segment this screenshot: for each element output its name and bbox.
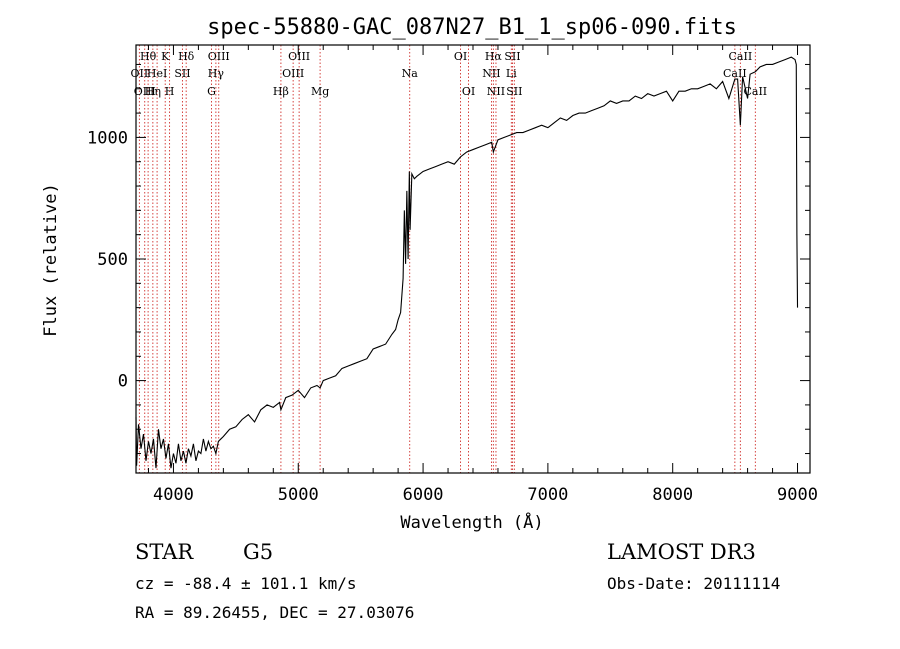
line-marker-label-6: H bbox=[165, 85, 175, 98]
flux-series-line bbox=[135, 56, 799, 469]
line-marker-label-27: CaII bbox=[743, 85, 767, 98]
x-tick-label: 4000 bbox=[153, 485, 194, 505]
line-marker-label-18: OI bbox=[462, 85, 475, 98]
axis-ticks bbox=[136, 45, 810, 473]
line-marker-label-14: OIII bbox=[288, 50, 310, 63]
line-marker-label-19: NII bbox=[482, 67, 500, 80]
x-tick-label: 5000 bbox=[278, 485, 319, 505]
line-marker-label-4: HeI bbox=[147, 67, 167, 80]
line-marker-label-21: NII bbox=[487, 85, 505, 98]
line-marker-label-25: CaII bbox=[723, 67, 747, 80]
line-marker-labels: OII OIII Hθ Hη HeI K H SII Hδ G Hγ OIII Hβ OIII OIII Mg… bbox=[131, 50, 768, 98]
line-marker-label-24: SII bbox=[506, 85, 522, 98]
line-marker-label-23: SII bbox=[504, 50, 520, 63]
x-tick-label: 6000 bbox=[403, 485, 444, 505]
line-marker-label-1: OIII bbox=[134, 85, 156, 98]
line-marker-label-26: CaII bbox=[729, 50, 753, 63]
x-axis-label: Wavelength (Å) bbox=[400, 511, 543, 533]
line-marker-label-11: OIII bbox=[208, 50, 230, 63]
x-tick-label: 7000 bbox=[527, 485, 568, 505]
plot-frame bbox=[135, 44, 811, 474]
axis-tick-labels: 4000 5000 6000 7000 8000 9000 0 500 1000 bbox=[87, 128, 818, 505]
chart-title: spec-55880-GAC_087N27_B1_1_sp06-090.fits bbox=[207, 15, 737, 40]
line-marker-label-15: Mg bbox=[311, 85, 329, 98]
line-marker-label-3: Hη bbox=[145, 85, 161, 98]
line-marker-label-2: Hθ bbox=[140, 50, 157, 63]
survey-name: LAMOST DR3 bbox=[607, 540, 756, 564]
x-tick-label: 9000 bbox=[777, 485, 818, 505]
object-subclass: G5 bbox=[243, 540, 274, 564]
observation-date: Obs-Date: 20111114 bbox=[607, 574, 781, 593]
line-marker-label-8: Hδ bbox=[178, 50, 195, 63]
line-marker-label-20: Hα bbox=[485, 50, 503, 63]
line-marker-label-0: OII bbox=[131, 67, 149, 80]
line-marker-label-10: Hγ bbox=[208, 67, 225, 80]
line-marker-label-5: K bbox=[161, 50, 170, 63]
x-tick-label: 8000 bbox=[652, 485, 693, 505]
redshift-velocity: cz = -88.4 ± 101.1 km/s bbox=[135, 574, 357, 593]
object-class: STAR bbox=[135, 540, 194, 564]
line-marker-label-12: Hβ bbox=[273, 85, 289, 98]
y-tick-label: 500 bbox=[97, 250, 128, 270]
y-tick-label: 0 bbox=[118, 372, 128, 392]
line-markers bbox=[138, 45, 756, 473]
y-axis-label: Flux (relative) bbox=[41, 183, 61, 337]
line-marker-label-22: Li bbox=[506, 67, 517, 80]
line-marker-label-7: SII bbox=[174, 67, 190, 80]
line-marker-label-16: Na bbox=[402, 67, 419, 80]
line-marker-label-13: OIII bbox=[282, 67, 304, 80]
ra-dec-coordinates: RA = 89.26455, DEC = 27.03076 bbox=[135, 603, 415, 622]
line-marker-label-9: G bbox=[207, 85, 216, 98]
line-marker-label-17: OI bbox=[454, 50, 467, 63]
y-tick-label: 1000 bbox=[87, 128, 128, 148]
